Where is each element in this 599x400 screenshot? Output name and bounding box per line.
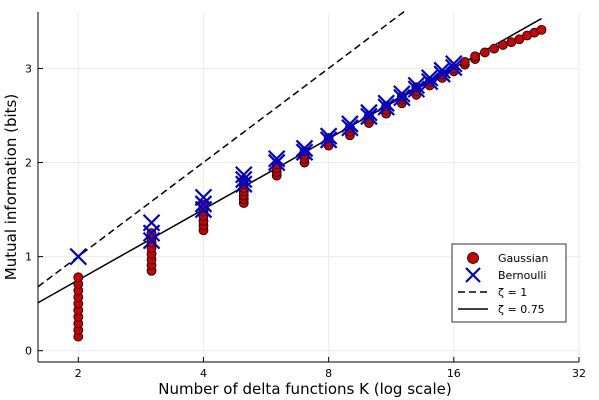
bernoulli-point (234, 175, 253, 193)
bernoulli-point (433, 61, 451, 80)
gaussian-point (514, 34, 525, 45)
bernoulli-point (194, 195, 213, 213)
cross-stroke (445, 58, 463, 77)
bernoulli-point (267, 149, 286, 168)
legend-marker-bernoulli (465, 267, 481, 283)
gaussian-point (238, 176, 249, 187)
bernoulli-point (267, 153, 286, 172)
legend-label: ζ = 1 (498, 286, 527, 299)
legend: Gaussian Bernoulli ζ = 1 ζ = 0.75 (451, 243, 567, 323)
bernoulli-point (407, 80, 426, 98)
bernoulli-point (194, 188, 213, 207)
cross-stroke (234, 170, 253, 189)
bernoulli-point (142, 231, 161, 250)
cross-stroke (433, 61, 451, 80)
cross-stroke (194, 195, 213, 213)
bernoulli-point (360, 103, 378, 122)
cross-stroke (465, 267, 481, 283)
x-ticks: 2 4 8 16 32 (75, 357, 586, 380)
cross-stroke (420, 69, 439, 87)
cross-stroke (194, 200, 213, 219)
cross-stroke (194, 188, 213, 207)
x-tick-label: 32 (572, 367, 586, 380)
cross-stroke (393, 88, 411, 107)
x-axis-title: Number of delta functions K (log scale) (158, 380, 451, 398)
y-tick-label: 0 (25, 345, 32, 358)
bernoulli-point (295, 139, 314, 158)
bernoulli-point (295, 143, 314, 161)
gaussian-point (411, 82, 422, 93)
cross-stroke (377, 94, 395, 113)
bernoulli-point (341, 115, 359, 133)
cross-stroke (341, 115, 359, 133)
y-axis-title: Mutual information (bits) (2, 94, 20, 280)
bernoulli-point (142, 224, 161, 242)
grid-lines (38, 12, 580, 362)
cross-stroke (295, 143, 314, 161)
legend-label: Bernoulli (498, 269, 547, 282)
cross-stroke (142, 231, 161, 250)
bernoulli-point (341, 118, 359, 137)
cross-stroke (319, 127, 338, 145)
bernoulli-point (377, 98, 395, 116)
cross-stroke (407, 80, 426, 98)
legend-label: Gaussian (498, 252, 548, 265)
cross-stroke (360, 107, 378, 126)
x-tick-label: 2 (75, 367, 82, 380)
gaussian-point (536, 24, 547, 35)
gaussian-point (479, 47, 490, 58)
y-tick-label: 3 (25, 62, 32, 75)
cross-stroke (445, 54, 463, 73)
y-tick-label: 1 (25, 251, 32, 264)
bernoulli-point (420, 69, 439, 87)
y-ticks: 0 1 2 3 (25, 62, 43, 358)
gaussian-point (470, 51, 480, 62)
y-tick-label: 2 (25, 157, 32, 170)
cross-stroke (377, 98, 395, 116)
bernoulli-point (319, 131, 338, 149)
x-tick-label: 8 (325, 367, 332, 380)
cross-stroke (407, 76, 426, 95)
bernoulli-point (377, 94, 395, 113)
legend-marker-gaussian (467, 252, 479, 264)
cross-stroke (234, 175, 253, 193)
x-tick-label: 16 (447, 367, 461, 380)
bernoulli-point (445, 58, 463, 77)
cross-stroke (267, 149, 286, 168)
bernoulli-point (360, 107, 378, 126)
cross-stroke (69, 247, 88, 266)
cross-stroke (267, 153, 286, 172)
cross-stroke (341, 118, 359, 137)
data-markers (69, 24, 547, 342)
axes (37, 12, 579, 363)
gaussian-point (489, 43, 500, 54)
gaussian-point (73, 272, 84, 283)
bernoulli-point (234, 170, 253, 189)
cross-stroke (295, 139, 314, 158)
bernoulli-point (407, 76, 426, 95)
cross-stroke (319, 131, 338, 149)
series-line (37, 10, 406, 288)
legend-label: ζ = 0.75 (498, 303, 545, 316)
x-tick-label: 4 (200, 367, 207, 380)
gaussian-point (498, 40, 508, 50)
cross-stroke (142, 224, 161, 242)
bernoulli-point (69, 247, 88, 266)
gaussian-point (323, 133, 334, 143)
bernoulli-point (194, 200, 213, 219)
bernoulli-point (445, 54, 463, 73)
gaussian-point (459, 56, 470, 67)
cross-stroke (393, 85, 411, 103)
bernoulli-point (319, 127, 338, 145)
cross-stroke (360, 103, 378, 122)
bernoulli-point (393, 85, 411, 103)
bernoulli-point (393, 88, 411, 107)
